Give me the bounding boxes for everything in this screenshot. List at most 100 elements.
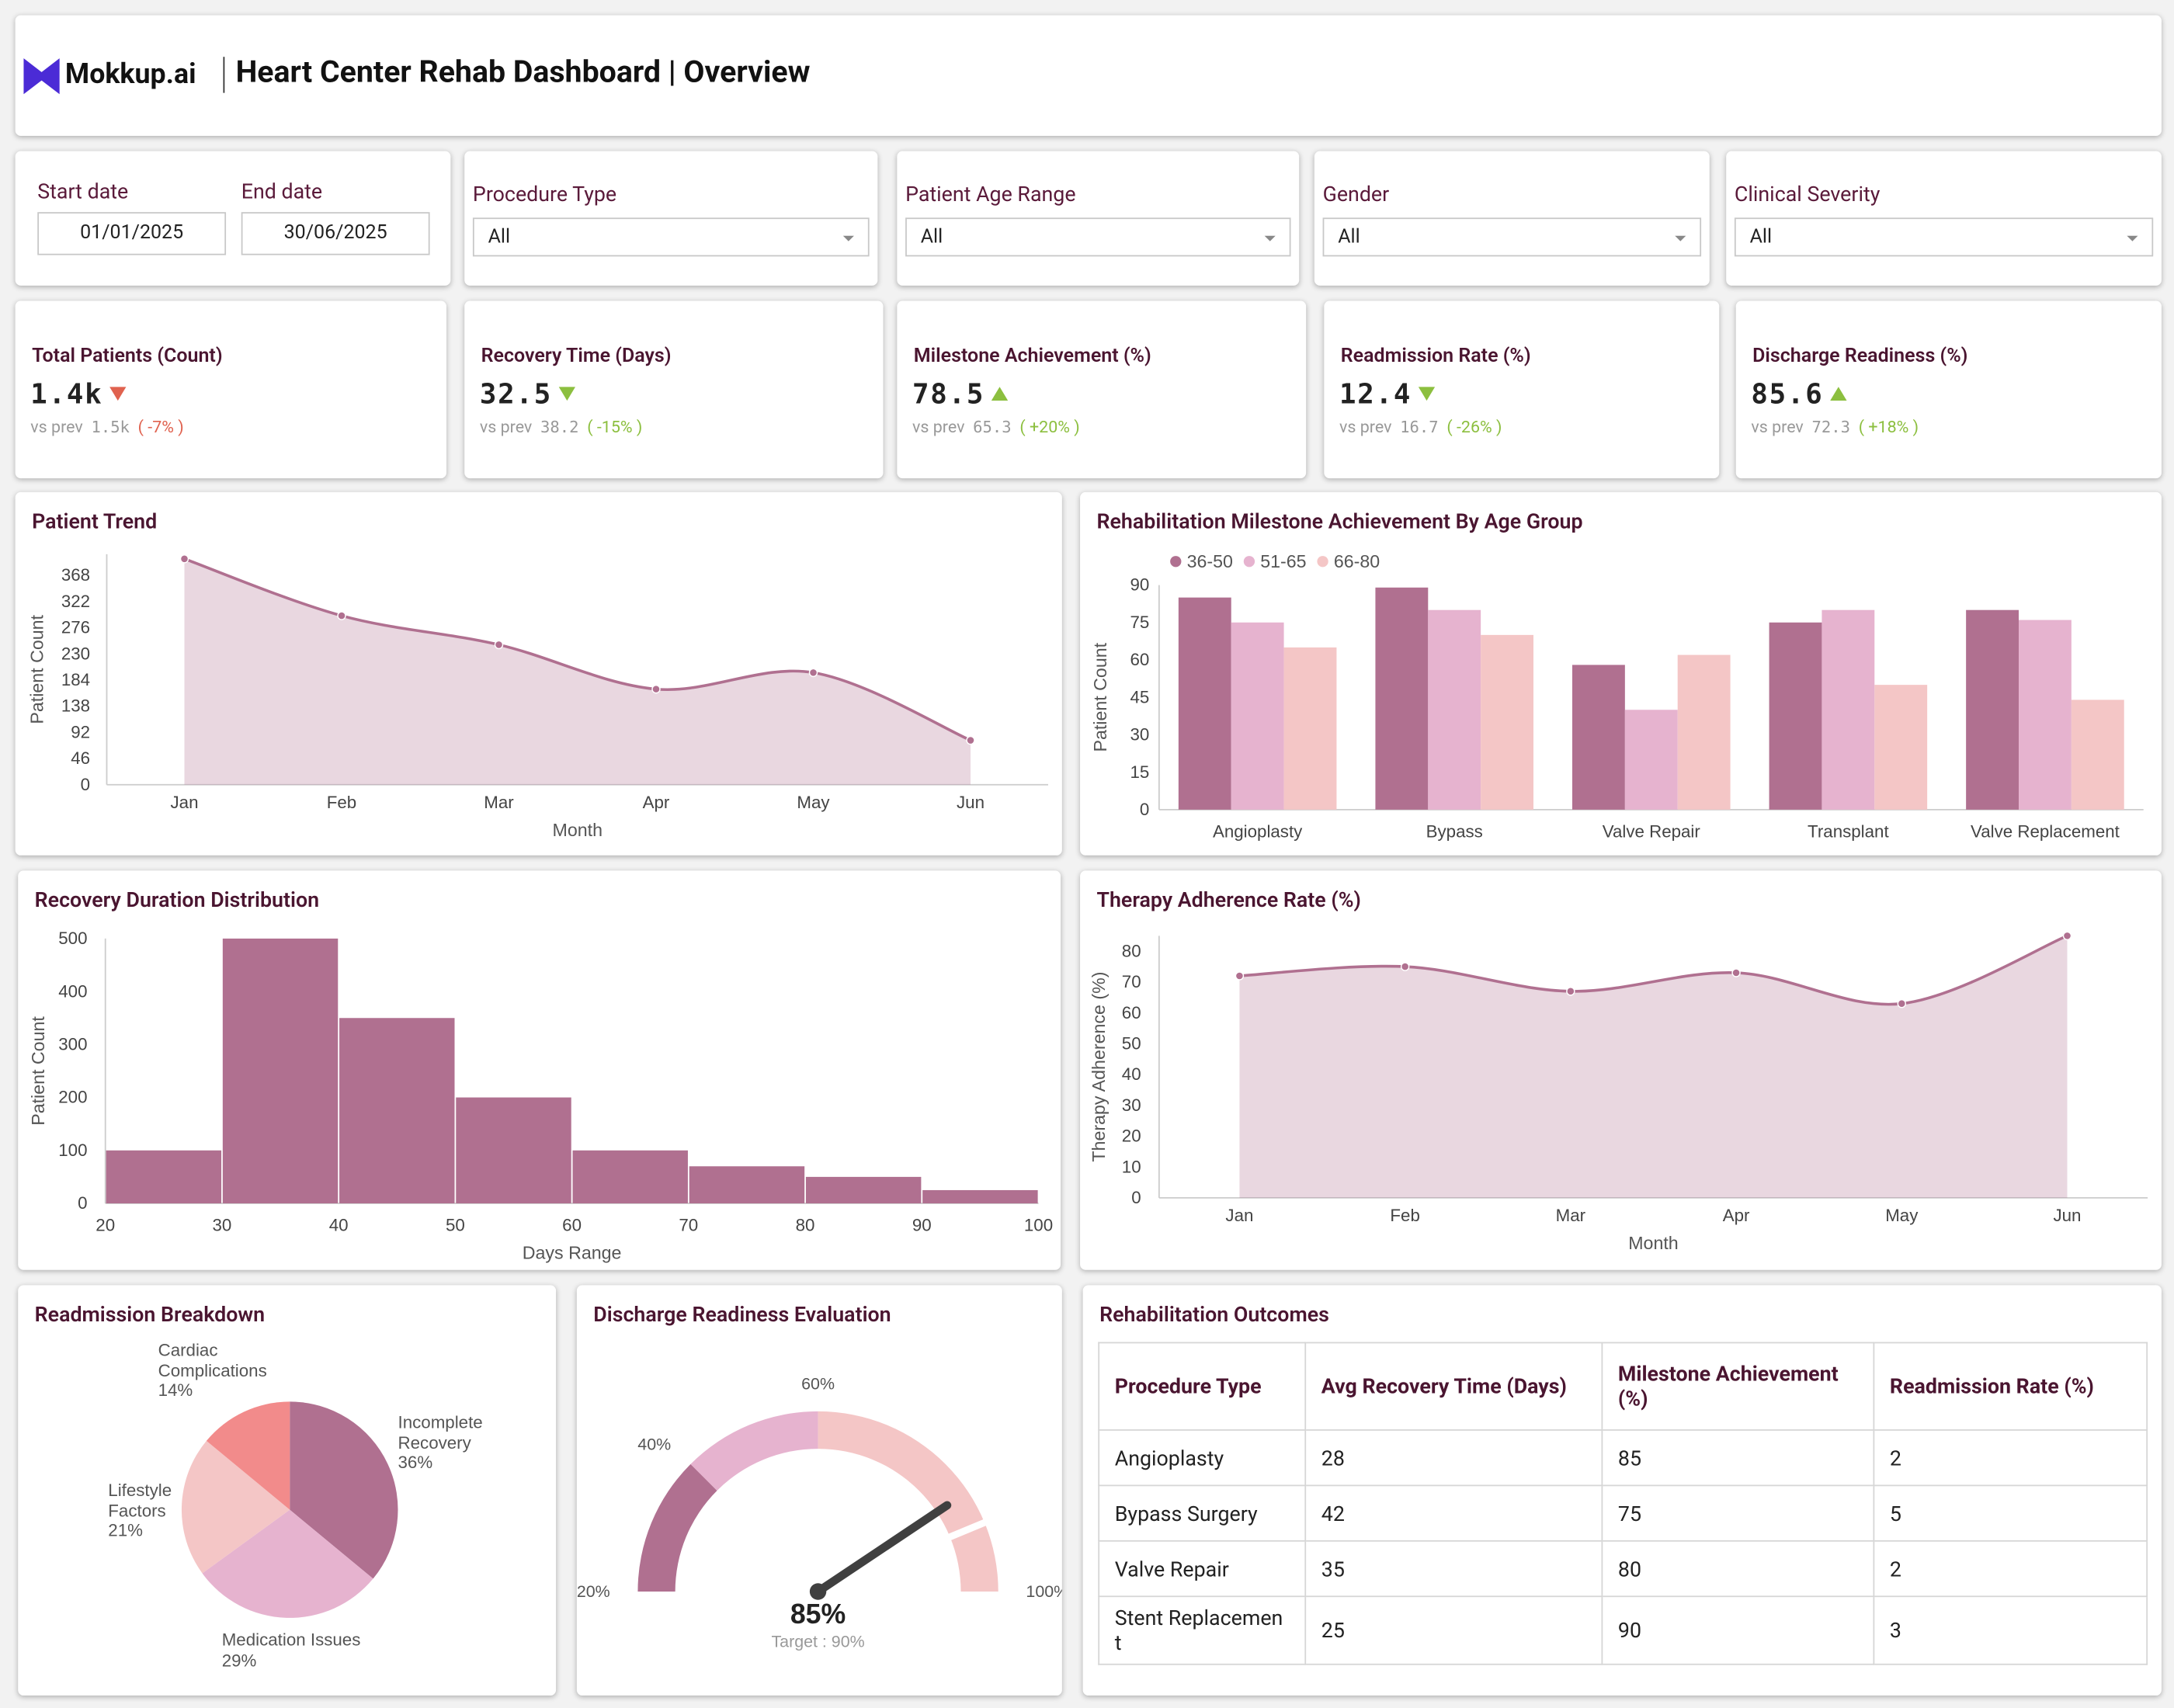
table-cell: 35: [1304, 1540, 1603, 1598]
gauge-band: [637, 1463, 717, 1592]
x-tick-label: Jun: [2054, 1206, 2082, 1225]
brand: Mokkup.ai: [64, 57, 196, 91]
change: ( -15% ): [587, 417, 643, 437]
x-tick-label: Apr: [1723, 1206, 1750, 1225]
end-date-input[interactable]: 30/06/2025: [241, 212, 430, 255]
line: [183, 557, 971, 742]
dropdown-value: All: [488, 226, 511, 248]
caret: [2127, 235, 2138, 241]
y-tick-label: 30: [1122, 1095, 1141, 1115]
x-tick-label: May: [797, 793, 830, 812]
pie-slice: [181, 1440, 290, 1574]
logo-icon: [23, 58, 60, 95]
y-tick-label: 276: [61, 618, 90, 637]
y-tick-label: 0: [78, 1193, 87, 1213]
trend-arrow: [109, 387, 127, 401]
dropdown-value: All: [920, 226, 943, 248]
needle-hub: [809, 1583, 827, 1600]
table-cell: 90: [1601, 1595, 1875, 1665]
gauge-tick-label: 60%: [801, 1374, 835, 1393]
point: [966, 735, 975, 745]
chart-title: Therapy Adherence Rate (%): [1096, 887, 1361, 912]
y-tick-label: 92: [71, 722, 90, 741]
x-tick-label: 20: [96, 1216, 115, 1235]
point: [2062, 931, 2072, 941]
needle: [814, 1501, 952, 1596]
kpi-value: 1.4k: [30, 377, 103, 411]
outcomes-table: Procedure Type Avg Recovery Time (Days) Mi…: [1098, 1342, 2148, 1665]
y-tick-label: 138: [61, 696, 90, 716]
dropdown-label: Clinical Severity: [1734, 181, 1881, 207]
y-tick-label: 60: [1122, 1003, 1141, 1022]
start-date-input[interactable]: 01/01/2025: [37, 212, 227, 255]
y-tick-label: 10: [1122, 1157, 1141, 1176]
target-marker: [940, 1515, 994, 1543]
kpi-previous: vs prev 16.7 ( -26% ): [1339, 418, 1510, 437]
chart-title: Patient Trend: [32, 509, 158, 534]
y-tick-label: 230: [61, 644, 90, 663]
point: [651, 684, 661, 694]
kpi-previous: vs prev 38.2 ( -15% ): [480, 418, 651, 437]
table-card: Rehabilitation Outcomes Procedure Type Avg…: [1082, 1285, 2162, 1696]
y-tick-label: 50: [1122, 1033, 1141, 1053]
trend-arrow-shape: [991, 387, 1009, 401]
bar: [1428, 609, 1481, 810]
x-tick-label: Feb: [1390, 1206, 1419, 1225]
y-tick-label: 0: [1140, 800, 1149, 819]
dropdown-filter: Patient Age Range All: [897, 151, 1300, 286]
y-tick-label: 60: [1130, 650, 1150, 669]
y-tick-label: 75: [1130, 613, 1150, 632]
trend-arrow-shape: [558, 387, 576, 401]
prev-label: vs prev: [1339, 417, 1392, 437]
change: ( -26% ): [1446, 417, 1502, 437]
prev-label: vs prev: [1751, 417, 1804, 437]
x-tick-label: Feb: [327, 793, 356, 812]
chart-card: Therapy Adherence Rate (%) 0 10 20 30 40 50 60 7…: [1080, 870, 2162, 1270]
dropdown-label: Patient Age Range: [905, 181, 1076, 207]
x-tick-label: Angioplasty: [1213, 822, 1303, 842]
change: ( -7% ): [137, 417, 184, 437]
point: [1897, 998, 1906, 1008]
x-tick-label: Jan: [1225, 1206, 1253, 1225]
trend-arrow: [1418, 387, 1436, 401]
y-tick-label: 200: [58, 1088, 87, 1107]
trend-arrow: [1830, 387, 1847, 401]
dropdown-select[interactable]: All: [1322, 217, 1702, 257]
y-axis-label: Patient Count: [1090, 642, 1110, 752]
table-row: Stent Replacement 25 90 3: [1098, 1595, 2148, 1665]
gauge-band: [818, 1411, 998, 1592]
x-axis-label: Month: [552, 820, 603, 840]
slice-label: Medication Issues 29%: [222, 1630, 402, 1671]
y-tick-label: 45: [1130, 687, 1150, 706]
x-tick-label: 30: [213, 1216, 232, 1235]
bar: [1231, 622, 1284, 810]
dropdown-select[interactable]: All: [472, 217, 870, 257]
table-cell: 85: [1601, 1429, 1875, 1487]
gauge-tick-label: 20%: [577, 1582, 610, 1601]
chart-card: Discharge Readiness Evaluation 20% 40% 60% 1…: [576, 1285, 1062, 1696]
slice-percent: 14%: [158, 1380, 193, 1401]
bar: [1966, 609, 2019, 810]
legend-swatch: [1170, 556, 1182, 568]
chart: 0 10 20 30 40 50 60 70 80 Therapy Adherence (%) Mo…: [1089, 931, 2148, 1253]
legend-label: 66-80: [1334, 551, 1380, 571]
kpi-card: Discharge Readiness (%) 85.6 vs prev 72.3 ( …: [1735, 300, 2162, 479]
dropdown-select[interactable]: All: [1734, 217, 2154, 257]
slice-name: Lifestyle Factors: [108, 1481, 172, 1521]
header: Mokkup.ai Heart Center Rehab Dashboard |…: [15, 15, 2162, 137]
chart-card: Recovery Duration Distribution 0 100 200 300…: [18, 870, 1061, 1270]
dropdown-select[interactable]: All: [905, 217, 1291, 257]
y-tick-label: 46: [71, 748, 90, 768]
bar: [1178, 597, 1231, 810]
bar: [1769, 622, 1822, 810]
kpi-card: Milestone Achievement (%) 78.5 vs prev 65.3…: [897, 300, 1307, 479]
point: [337, 611, 346, 620]
slice-label: Incomplete Recovery 36%: [398, 1413, 495, 1474]
table-cell: 80: [1601, 1540, 1875, 1598]
dropdown-filter: Clinical Severity All: [1726, 151, 2162, 286]
y-tick-label: 0: [1131, 1188, 1141, 1207]
caret-shape: [2127, 235, 2138, 241]
slice-label: Lifestyle Factors 21%: [108, 1481, 191, 1541]
column-header: Avg Recovery Time (Days): [1304, 1342, 1603, 1431]
